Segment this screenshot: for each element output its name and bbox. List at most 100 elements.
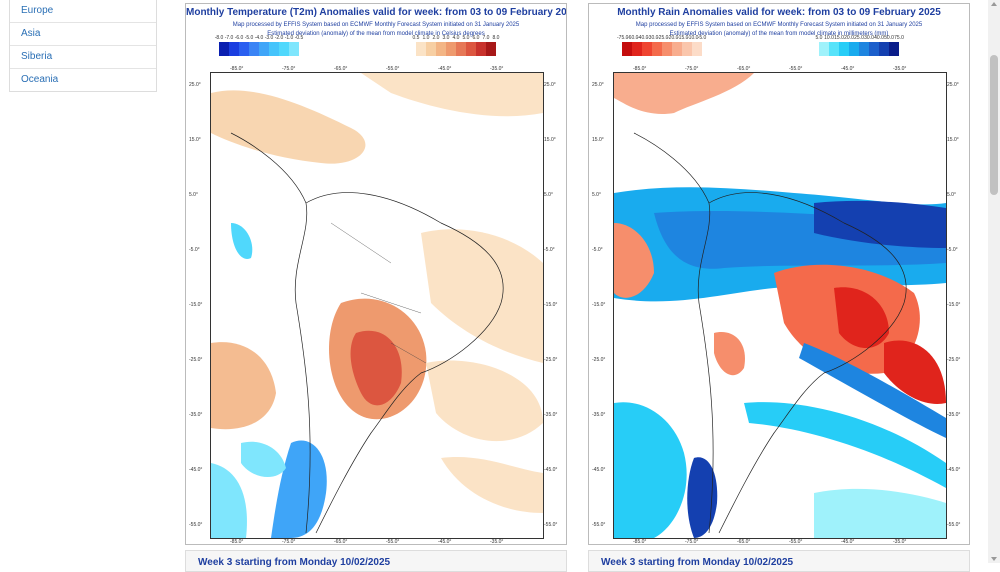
latitude-label: 25.0° bbox=[592, 82, 604, 88]
legend-label: 2.0 bbox=[432, 35, 440, 41]
latitude-label: -25.0° bbox=[592, 357, 606, 363]
legend-label: 15.0 bbox=[834, 35, 844, 41]
legend-swatch bbox=[219, 42, 229, 56]
page-scrollbar[interactable] bbox=[988, 0, 1000, 563]
legend-swatch bbox=[446, 42, 456, 56]
longitude-label: -35.0° bbox=[893, 539, 907, 545]
latitude-label: -5.0° bbox=[544, 247, 555, 253]
latitude-label: 15.0° bbox=[544, 137, 556, 143]
latitude-label: 5.0° bbox=[947, 192, 956, 198]
sidebar-item-label: Europe bbox=[21, 5, 54, 16]
legend-label: 3.0 bbox=[442, 35, 450, 41]
longitude-label: -85.0° bbox=[633, 539, 647, 545]
legend-swatch bbox=[632, 42, 642, 56]
legend-label: 5.0 bbox=[815, 35, 823, 41]
longitude-label: -65.0° bbox=[334, 539, 348, 545]
legend-label: -15.0 bbox=[677, 35, 689, 41]
scroll-up-icon[interactable] bbox=[991, 2, 997, 6]
scroll-down-icon[interactable] bbox=[991, 557, 997, 561]
legend-swatch bbox=[486, 42, 496, 56]
latitude-label: 5.0° bbox=[189, 192, 198, 198]
latitude-label: 25.0° bbox=[947, 82, 959, 88]
longitude-label: -75.0° bbox=[685, 66, 699, 72]
longitude-label: -35.0° bbox=[893, 66, 907, 72]
legend-swatch bbox=[879, 42, 889, 56]
legend-swatch bbox=[239, 42, 249, 56]
legend-label: -1.0 bbox=[284, 35, 294, 41]
legend-label: -25.0 bbox=[657, 35, 669, 41]
legend-label: 1.0 bbox=[422, 35, 430, 41]
legend-label: -10.0 bbox=[687, 35, 699, 41]
latitude-label: -15.0° bbox=[189, 302, 203, 308]
legend-label: -75.0 bbox=[617, 35, 629, 41]
latitude-label: -15.0° bbox=[592, 302, 606, 308]
latitude-label: 5.0° bbox=[544, 192, 553, 198]
legend-label: -4.0 bbox=[254, 35, 264, 41]
latitude-label: -5.0° bbox=[189, 247, 200, 253]
longitude-label: -65.0° bbox=[737, 66, 751, 72]
sidebar-item-label: Siberia bbox=[21, 51, 53, 62]
legend-neg-labels: -8.0 -7.0 -6.0 -5.0 -4.0 -3.0 -2.0 -1.0 -0.5 bbox=[214, 35, 304, 41]
legend-swatch bbox=[672, 42, 682, 56]
longitude-label: -85.0° bbox=[633, 66, 647, 72]
legend-label: 25.0 bbox=[854, 35, 864, 41]
legend-label: -8.0 bbox=[214, 35, 224, 41]
legend-neg bbox=[622, 42, 702, 56]
latitude-label: -25.0° bbox=[544, 357, 558, 363]
week3-card[interactable]: Week 3 starting from Monday 10/02/2025 bbox=[588, 550, 970, 572]
legend-label: 6.0 bbox=[472, 35, 480, 41]
sidebar-item-oceania[interactable]: Oceania bbox=[10, 68, 156, 91]
longitude-label: -55.0° bbox=[386, 66, 400, 72]
latitude-label: -5.0° bbox=[592, 247, 603, 253]
longitude-label: -65.0° bbox=[737, 539, 751, 545]
legend-neg-labels: -75.0 -60.0 -40.0 -30.0 -25.0 -20.0 -15.0 -10.0… bbox=[617, 35, 707, 41]
latitude-label: 15.0° bbox=[947, 137, 959, 143]
latitude-label: -45.0° bbox=[189, 467, 203, 473]
legend-pos-labels: 5.0 10.0 15.0 20.0 25.0 30.0 40.0 50.0 75.0 bbox=[814, 35, 904, 41]
latitude-label: 15.0° bbox=[189, 137, 201, 143]
legend-swatch bbox=[642, 42, 652, 56]
latitude-label: -35.0° bbox=[189, 412, 203, 418]
latitude-label: 25.0° bbox=[189, 82, 201, 88]
latitude-label: -55.0° bbox=[189, 522, 203, 528]
longitude-label: -55.0° bbox=[386, 539, 400, 545]
legend-swatch bbox=[426, 42, 436, 56]
legend-swatch bbox=[829, 42, 839, 56]
longitude-label: -85.0° bbox=[230, 539, 244, 545]
legend-label: 40.0 bbox=[874, 35, 884, 41]
week3-card[interactable]: Week 3 starting from Monday 10/02/2025 bbox=[185, 550, 567, 572]
legend-swatch bbox=[682, 42, 692, 56]
legend-swatch bbox=[259, 42, 269, 56]
legend-label: -40.0 bbox=[637, 35, 649, 41]
sidebar-item-asia[interactable]: Asia bbox=[10, 22, 156, 45]
scroll-thumb[interactable] bbox=[990, 55, 998, 195]
legend-swatch bbox=[229, 42, 239, 56]
longitude-label: -75.0° bbox=[685, 539, 699, 545]
sidebar-item-europe[interactable]: Europe bbox=[10, 0, 156, 22]
legend-label: 4.0 bbox=[452, 35, 460, 41]
map-plot bbox=[613, 72, 947, 539]
latitude-label: -15.0° bbox=[544, 302, 558, 308]
latitude-label: -35.0° bbox=[544, 412, 558, 418]
legend-neg bbox=[219, 42, 299, 56]
map-subtitle-units: Estimated deviation (anomaly) of the mea… bbox=[669, 31, 889, 37]
longitude-label: -75.0° bbox=[282, 539, 296, 545]
legend-pos bbox=[416, 42, 496, 56]
legend-label: 20.0 bbox=[844, 35, 854, 41]
map-plot bbox=[210, 72, 544, 539]
longitude-label: -85.0° bbox=[230, 66, 244, 72]
longitude-label: -35.0° bbox=[490, 66, 504, 72]
legend-swatch bbox=[622, 42, 632, 56]
legend-label: -60.0 bbox=[627, 35, 639, 41]
legend-swatch bbox=[819, 42, 829, 56]
sidebar-nav: Europe Asia Siberia Oceania bbox=[9, 0, 157, 92]
latitude-label: -45.0° bbox=[592, 467, 606, 473]
sidebar-item-siberia[interactable]: Siberia bbox=[10, 45, 156, 68]
legend-swatch bbox=[849, 42, 859, 56]
legend-swatch bbox=[416, 42, 426, 56]
legend-swatch bbox=[839, 42, 849, 56]
latitude-label: 15.0° bbox=[592, 137, 604, 143]
latitude-label: -15.0° bbox=[947, 302, 961, 308]
legend-label: -0.5 bbox=[294, 35, 304, 41]
legend-swatch bbox=[436, 42, 446, 56]
